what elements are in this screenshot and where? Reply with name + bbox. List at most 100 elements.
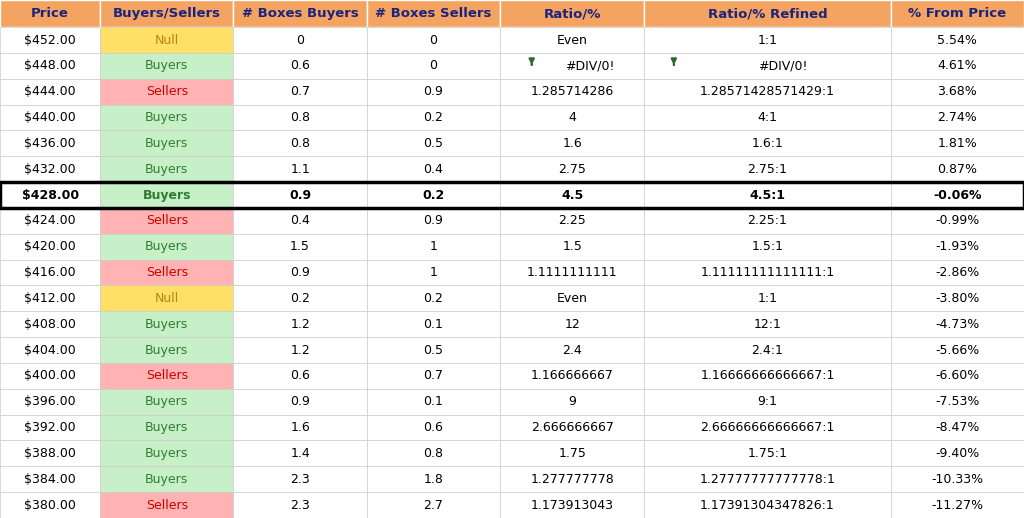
Text: $400.00: $400.00 [25,369,76,382]
Text: 0.9: 0.9 [423,85,443,98]
Text: 0.7: 0.7 [290,85,310,98]
Bar [644,492,891,518]
Text: 1.6:1: 1.6:1 [752,137,783,150]
Text: -9.40%: -9.40% [935,447,980,460]
Bar [500,414,644,440]
Text: -5.66%: -5.66% [935,343,980,356]
Bar [233,0,367,27]
Text: 1.1: 1.1 [290,163,310,176]
Text: 0.9: 0.9 [290,266,310,279]
Bar [0,363,100,389]
Text: Even: Even [557,34,588,47]
Bar [644,414,891,440]
Bar [500,337,644,363]
Text: 2.3: 2.3 [290,499,310,512]
Bar [644,156,891,182]
Text: 2.25:1: 2.25:1 [748,214,787,227]
Text: 0.8: 0.8 [290,111,310,124]
Text: Even: Even [557,292,588,305]
Bar [644,79,891,105]
Text: 0.4: 0.4 [423,163,443,176]
Text: Sellers: Sellers [145,499,187,512]
Text: 12:1: 12:1 [754,318,781,330]
Bar [100,131,233,156]
Bar [100,0,233,27]
Bar [233,53,367,79]
Bar [891,260,1024,285]
Bar [100,389,233,414]
Bar [644,0,891,27]
Bar [233,389,367,414]
Text: Buyers: Buyers [145,111,188,124]
Bar [644,27,891,53]
Text: $452.00: $452.00 [25,34,76,47]
Text: 1.285714286: 1.285714286 [530,85,613,98]
Bar [233,492,367,518]
Text: $408.00: $408.00 [25,318,76,330]
Text: 0.7: 0.7 [423,369,443,382]
Bar [500,311,644,337]
Text: 0.2: 0.2 [423,111,443,124]
Bar [500,492,644,518]
Bar [644,363,891,389]
Bar [233,363,367,389]
Text: 1.27777777777778:1: 1.27777777777778:1 [699,473,836,486]
Bar [644,311,891,337]
Bar [233,337,367,363]
Bar [644,105,891,131]
Text: 1.11111111111111:1: 1.11111111111111:1 [700,266,835,279]
Bar [100,182,233,208]
Text: 2.75:1: 2.75:1 [748,163,787,176]
Bar [891,285,1024,311]
Bar [233,208,367,234]
Bar [367,27,500,53]
Bar [0,389,100,414]
Text: 1.8: 1.8 [423,473,443,486]
Text: Price: Price [31,7,69,20]
Bar [891,440,1024,466]
Text: $432.00: $432.00 [25,163,76,176]
Bar [891,208,1024,234]
Text: $388.00: $388.00 [25,447,76,460]
Text: -0.99%: -0.99% [935,214,980,227]
Bar [891,311,1024,337]
Text: Null: Null [155,292,179,305]
Bar [0,27,100,53]
Text: 0.87%: 0.87% [937,163,977,176]
Text: 0: 0 [429,34,437,47]
Text: 0.6: 0.6 [423,421,443,434]
Bar [233,131,367,156]
Bar [233,79,367,105]
Bar [0,182,100,208]
Text: Sellers: Sellers [145,214,187,227]
Bar [233,27,367,53]
Bar [233,234,367,260]
Bar [500,182,644,208]
Bar [891,466,1024,492]
Text: -0.06%: -0.06% [933,189,982,202]
Text: -11.27%: -11.27% [931,499,983,512]
Text: Ratio/%: Ratio/% [544,7,601,20]
Bar [233,466,367,492]
Bar [644,285,891,311]
Text: #DIV/0!: #DIV/0! [758,60,807,73]
Bar [367,285,500,311]
Bar [891,389,1024,414]
Bar [367,53,500,79]
Bar [233,260,367,285]
Bar [644,234,891,260]
Bar [500,440,644,466]
Bar [0,53,100,79]
Text: 2.74%: 2.74% [938,111,977,124]
Bar [0,0,100,27]
Text: 1: 1 [429,240,437,253]
Bar [644,131,891,156]
Bar [0,182,1024,208]
Text: 2.3: 2.3 [290,473,310,486]
Text: $448.00: $448.00 [25,60,76,73]
Text: -8.47%: -8.47% [935,421,980,434]
Text: 0.8: 0.8 [290,137,310,150]
Text: 1.5:1: 1.5:1 [752,240,783,253]
Text: 2.25: 2.25 [558,214,586,227]
Text: -3.80%: -3.80% [935,292,980,305]
